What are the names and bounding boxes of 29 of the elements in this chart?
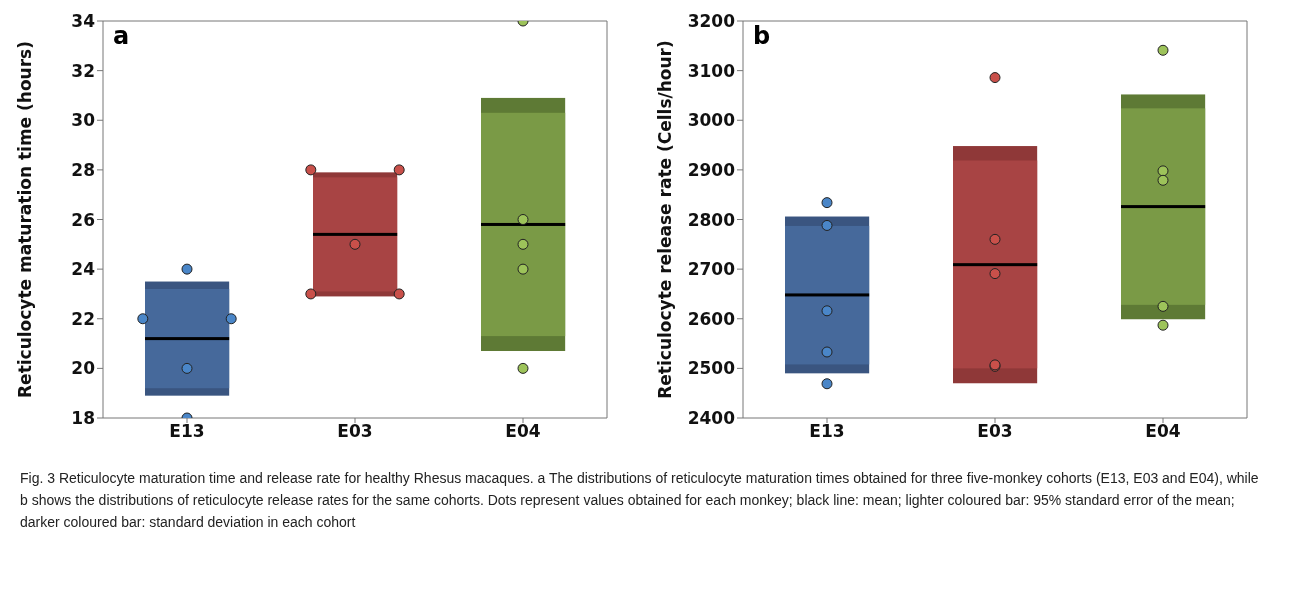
y-tick-label: 24 bbox=[71, 259, 96, 280]
chart-title: a bbox=[113, 22, 130, 50]
y-axis-title: Reticulocyte maturation time (hours) bbox=[15, 41, 36, 398]
y-tick-label: 3100 bbox=[687, 60, 736, 81]
x-tick-label: E03 bbox=[977, 421, 1013, 442]
y-axis-title: Reticulocyte release rate (Cells/hour) bbox=[655, 40, 676, 399]
y-tick-label: 2400 bbox=[687, 408, 736, 429]
y-tick-label: 2500 bbox=[687, 358, 736, 379]
y-tick-label: 20 bbox=[71, 358, 96, 379]
y-tick-label: 2600 bbox=[687, 308, 736, 329]
y-tick-label: 2700 bbox=[687, 259, 736, 280]
y-tick-label: 32 bbox=[71, 60, 95, 81]
x-tick-label: E13 bbox=[169, 421, 205, 442]
x-tick-label: E04 bbox=[1145, 421, 1181, 442]
caption: Fig. 3 Reticulocyte maturation time and release rate for healthy Rhesus macaques. a The distributions of reticulocyte maturation times obtained for three five-monkey cohorts (E13, E03 and E04), while b shows the distributions of reticulocyte release rates for the same cohorts. Dots represent values obtained for each monkey; black line: mean; lighter coloured bar: 95% standard error of the mean; darker coloured bar: standard deviation in each cohort bbox=[19, 469, 1260, 532]
x-tick-label: E04 bbox=[505, 421, 541, 442]
y-tick-label: 18 bbox=[71, 408, 95, 429]
chart-title: b bbox=[753, 22, 771, 50]
y-tick-label: 26 bbox=[71, 209, 95, 230]
y-tick-label: 34 bbox=[71, 11, 96, 32]
y-tick-label: 2800 bbox=[687, 209, 736, 230]
y-tick-label: 3200 bbox=[687, 11, 736, 32]
y-tick-label: 3000 bbox=[687, 110, 736, 131]
y-tick-label: 22 bbox=[71, 308, 95, 329]
x-tick-label: E03 bbox=[337, 421, 373, 442]
y-tick-label: 2900 bbox=[687, 159, 736, 180]
y-tick-label: 28 bbox=[71, 159, 95, 180]
x-tick-label: E13 bbox=[809, 421, 845, 442]
y-tick-label: 30 bbox=[71, 110, 96, 131]
